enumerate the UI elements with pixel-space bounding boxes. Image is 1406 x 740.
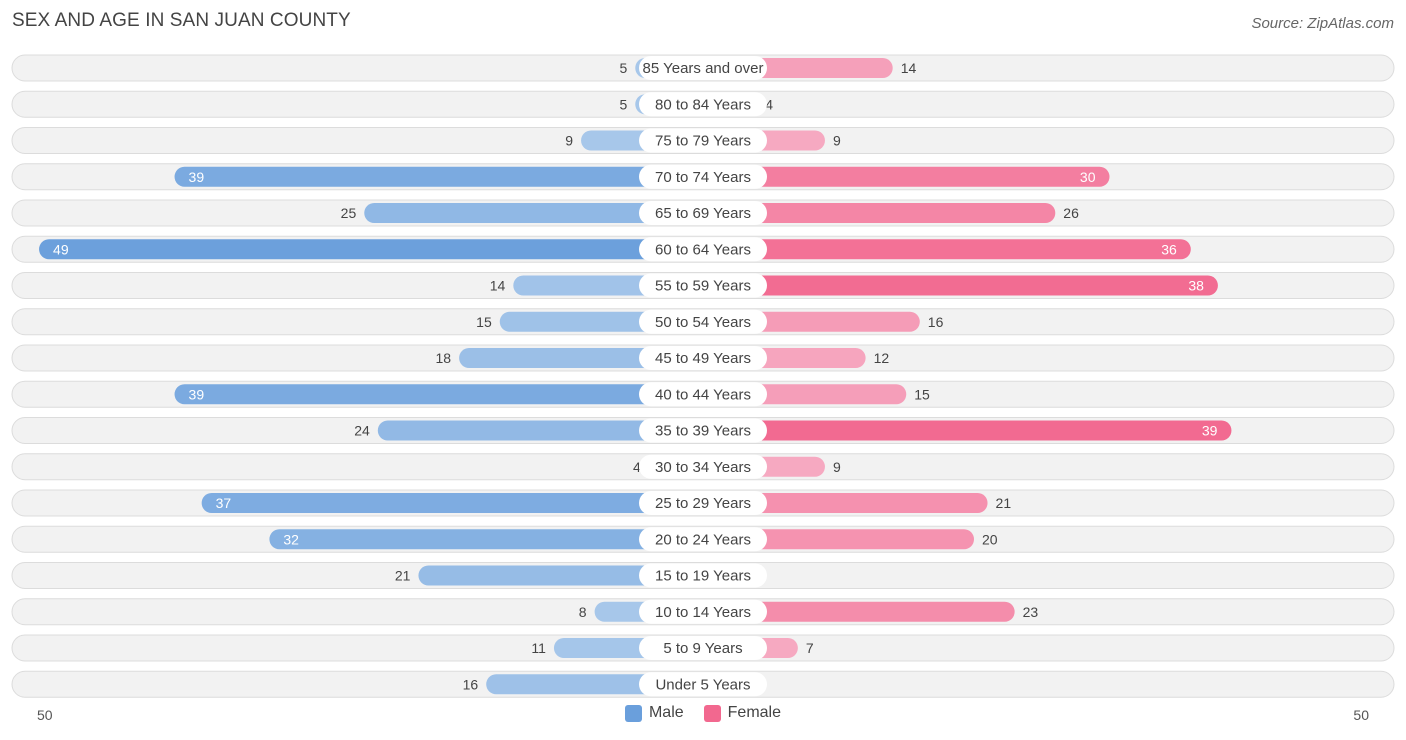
- male-bar[interactable]: [269, 529, 703, 550]
- category-label: 75 to 79 Years: [655, 133, 751, 150]
- category-label: 85 Years and over: [643, 60, 764, 77]
- male-bar[interactable]: [364, 203, 703, 223]
- category-pill: [639, 346, 767, 370]
- category-label: 15 to 19 Years: [655, 568, 751, 585]
- chart-source: Source: ZipAtlas.com: [1251, 15, 1394, 32]
- category-pill: [639, 92, 767, 117]
- female-value-label: 9: [833, 133, 841, 149]
- male-value-label: 37: [216, 495, 232, 511]
- category-pill: [639, 309, 767, 334]
- category-label: 80 to 84 Years: [655, 96, 751, 113]
- female-value-label: 30: [1080, 169, 1096, 185]
- male-bar[interactable]: [201, 493, 703, 513]
- male-value-label: 8: [579, 604, 587, 620]
- female-value-label: 23: [1023, 604, 1039, 620]
- male-value-label: 14: [490, 278, 506, 294]
- male-value-label: 11: [531, 640, 546, 656]
- category-pill: [639, 636, 767, 660]
- category-label: 50 to 54 Years: [655, 314, 751, 331]
- male-value-label: 16: [463, 676, 479, 692]
- category-label: 60 to 64 Years: [655, 241, 751, 258]
- male-value-label: 24: [354, 423, 370, 439]
- legend-female-label: Female: [727, 704, 782, 721]
- axis-right-max-label: 50: [1353, 707, 1369, 723]
- legend-item-male[interactable]: Male: [624, 704, 684, 722]
- female-bar[interactable]: [703, 420, 1232, 441]
- category-pill: [639, 454, 767, 479]
- category-label: 30 to 34 Years: [655, 459, 751, 476]
- category-label: 10 to 14 Years: [655, 604, 751, 621]
- category-label: Under 5 Years: [655, 676, 750, 693]
- category-label: 35 to 39 Years: [655, 423, 751, 440]
- male-bar[interactable]: [377, 420, 703, 441]
- female-value-label: 26: [1063, 205, 1079, 221]
- male-value-label: 32: [283, 531, 299, 547]
- male-bar[interactable]: [174, 384, 704, 405]
- female-bar[interactable]: [703, 601, 1015, 622]
- category-pill: [639, 418, 767, 443]
- male-bar[interactable]: [174, 166, 704, 187]
- legend: Male Female: [0, 704, 1406, 722]
- category-pill: [639, 237, 767, 262]
- male-value-label: 25: [341, 205, 357, 221]
- category-pill: [639, 201, 767, 225]
- category-label: 65 to 69 Years: [655, 205, 751, 222]
- female-bar[interactable]: [703, 493, 988, 513]
- category-pill: [639, 273, 767, 298]
- category-label: 45 to 49 Years: [655, 350, 751, 367]
- category-pill: [639, 128, 767, 153]
- axis-left-max-label: 50: [37, 707, 53, 723]
- female-value-label: 38: [1188, 278, 1204, 294]
- female-value-label: 14: [901, 60, 917, 76]
- female-value-label: 4: [765, 96, 773, 112]
- category-label: 40 to 44 Years: [655, 386, 751, 403]
- female-value-label: 36: [1161, 241, 1177, 257]
- legend-item-female[interactable]: Female: [703, 704, 782, 722]
- male-value-label: 15: [476, 314, 492, 330]
- female-bar[interactable]: [703, 203, 1056, 223]
- category-pill: [639, 599, 767, 624]
- male-value-label: 21: [395, 568, 411, 584]
- male-value-label: 5: [619, 60, 627, 76]
- male-value-label: 18: [436, 350, 452, 366]
- male-bar[interactable]: [418, 565, 703, 586]
- category-label: 55 to 59 Years: [655, 278, 751, 295]
- female-bar[interactable]: [703, 239, 1191, 260]
- female-value-label: 39: [1202, 423, 1218, 439]
- female-value-label: 7: [806, 640, 814, 656]
- chart-title: SEX AND AGE IN SAN JUAN COUNTY: [12, 10, 351, 31]
- male-value-label: 39: [189, 386, 205, 402]
- male-value-label: 49: [53, 241, 69, 257]
- male-value-label: 9: [565, 133, 573, 149]
- female-value-label: 20: [982, 531, 998, 547]
- category-pill: [639, 672, 767, 697]
- category-label: 20 to 24 Years: [655, 531, 751, 548]
- female-bar[interactable]: [703, 166, 1110, 187]
- legend-female-swatch: [703, 704, 721, 722]
- category-pill: [639, 563, 767, 588]
- category-pill: [639, 164, 767, 189]
- category-pill: [639, 491, 767, 515]
- legend-male-swatch: [624, 704, 642, 722]
- legend-male-label: Male: [648, 704, 684, 721]
- female-bar[interactable]: [703, 529, 974, 550]
- female-value-label: 9: [833, 459, 841, 475]
- category-pill: [639, 56, 767, 80]
- category-pill: [639, 527, 767, 552]
- female-value-label: 16: [928, 314, 944, 330]
- female-bar[interactable]: [703, 275, 1218, 296]
- male-bar[interactable]: [39, 239, 704, 260]
- male-value-label: 39: [189, 169, 205, 185]
- male-value-label: 5: [619, 96, 627, 112]
- category-label: 5 to 9 Years: [663, 640, 742, 657]
- male-value-label: 4: [633, 459, 641, 475]
- female-value-label: 12: [874, 350, 890, 366]
- female-value-label: 21: [996, 495, 1012, 511]
- category-label: 25 to 29 Years: [655, 495, 751, 512]
- female-value-label: 15: [914, 386, 930, 402]
- category-pill: [639, 382, 767, 407]
- category-label: 70 to 74 Years: [655, 169, 751, 186]
